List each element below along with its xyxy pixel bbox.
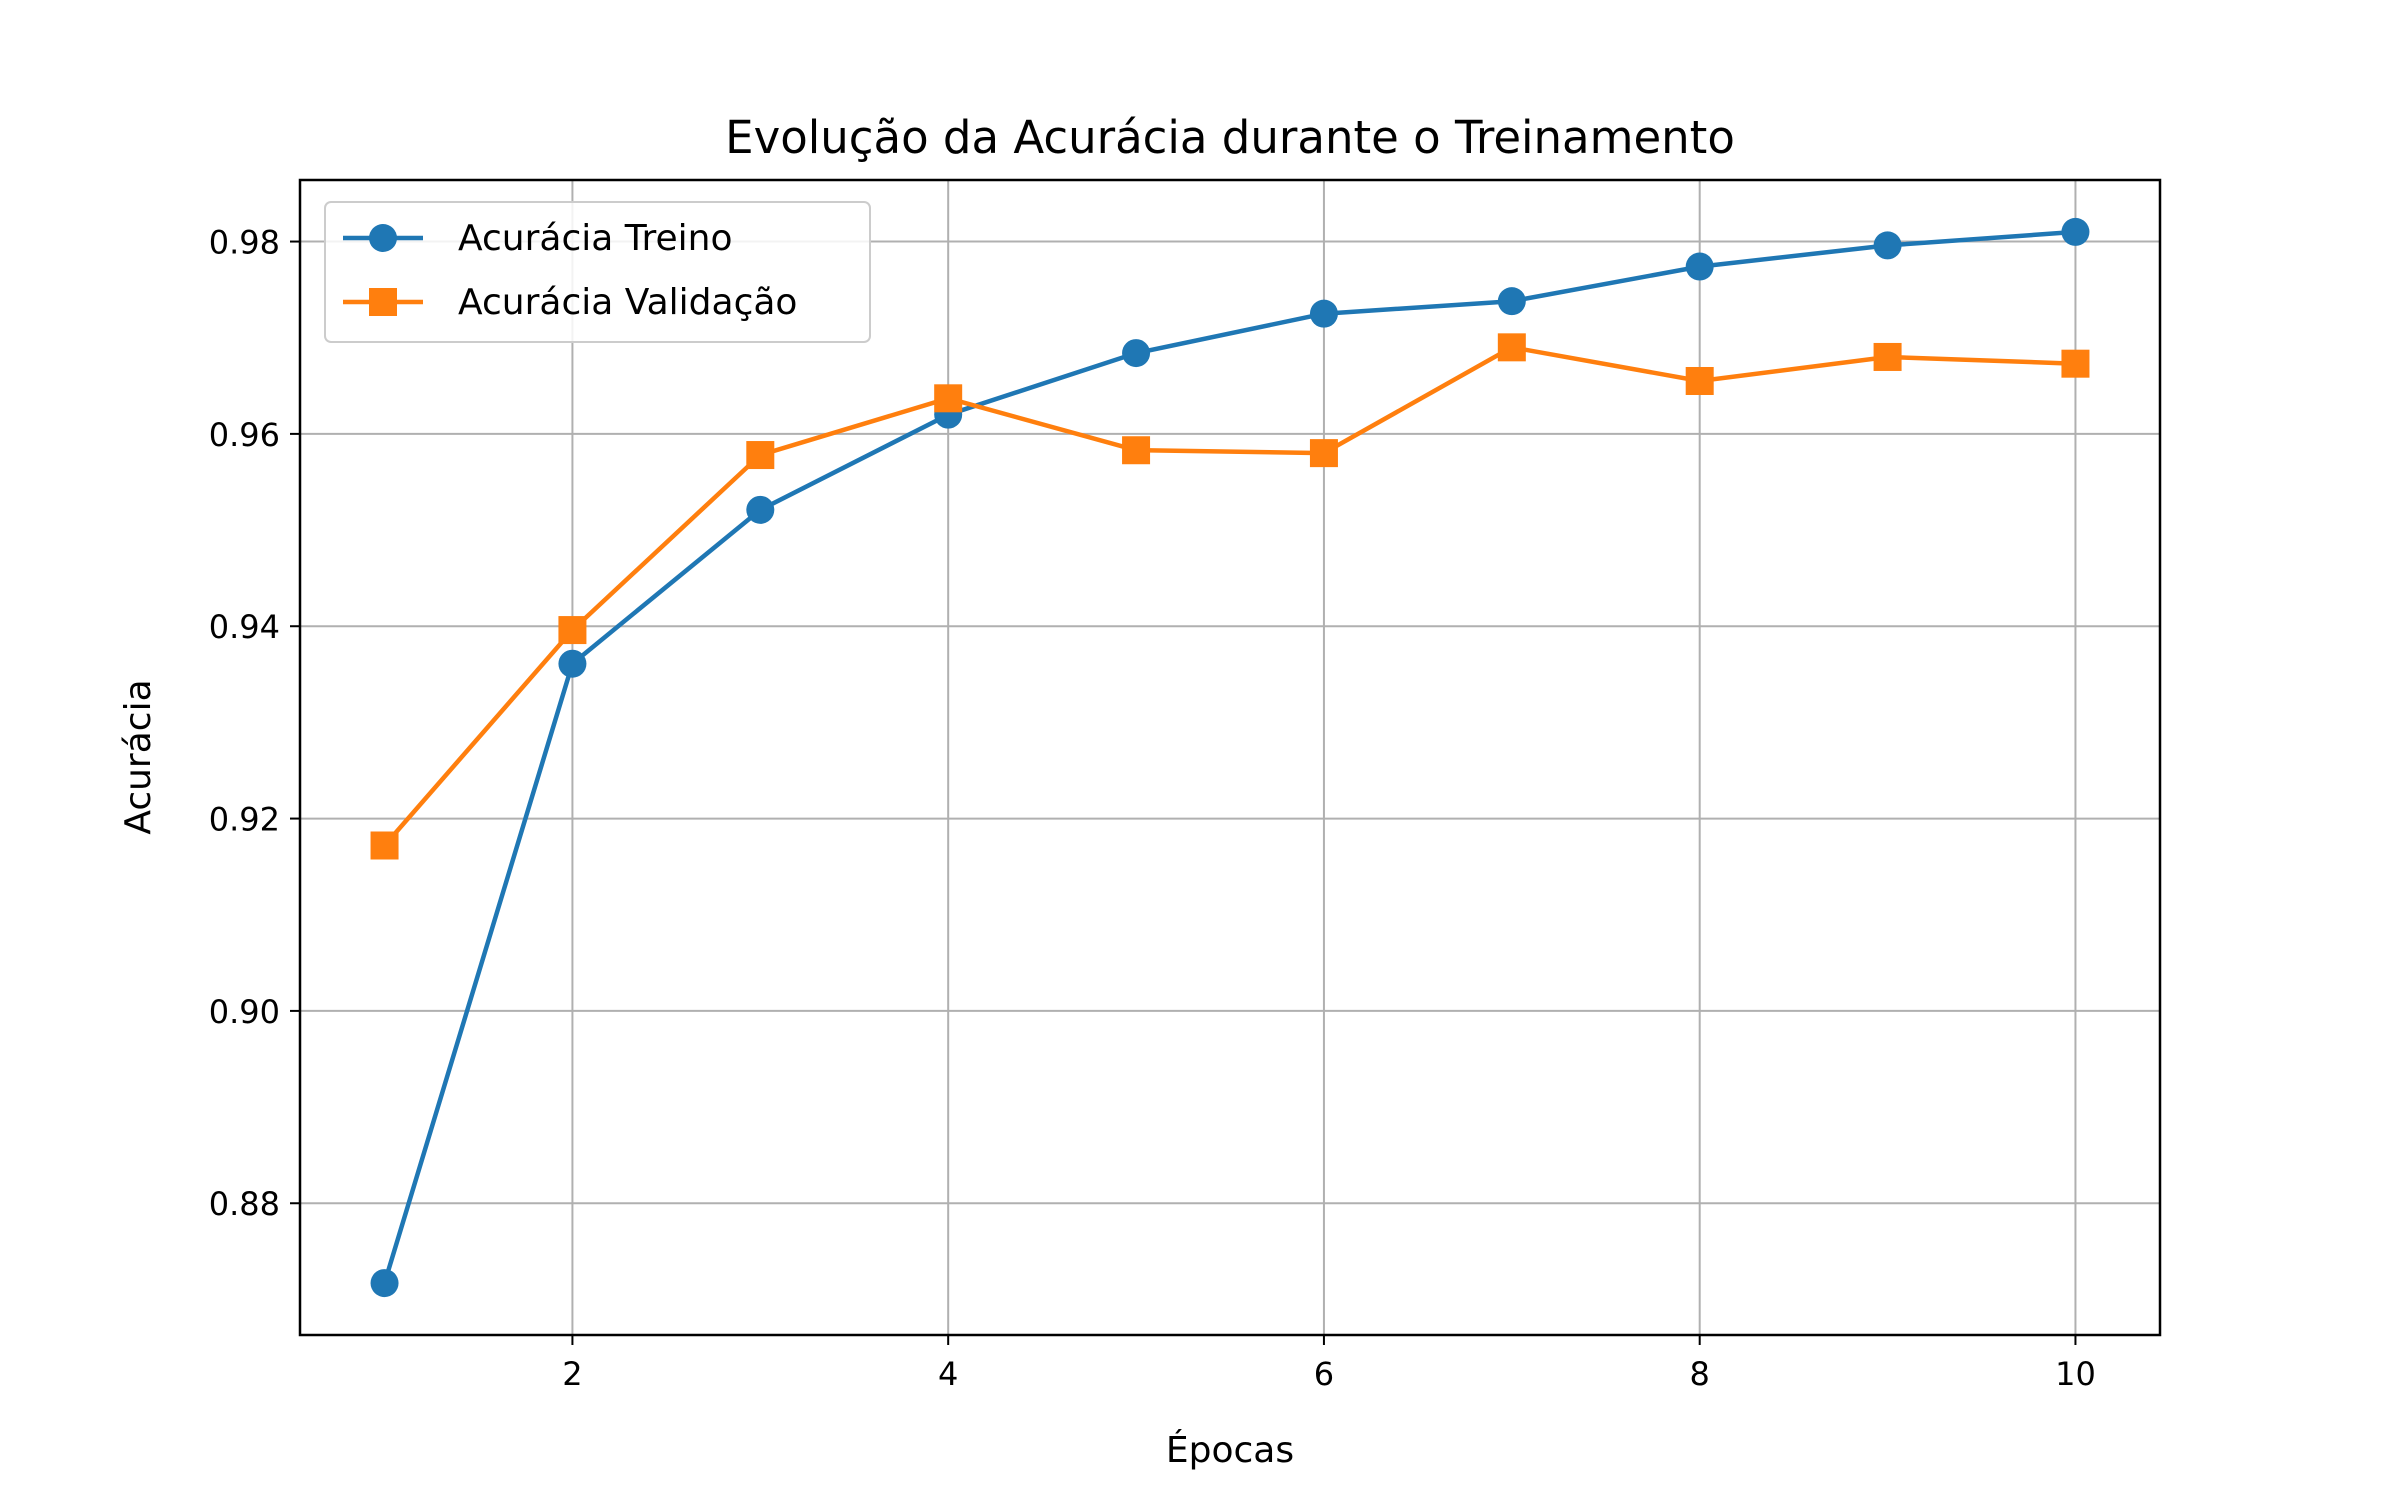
x-tick-label: 2 [562, 1355, 582, 1393]
data-point-square [2061, 349, 2090, 378]
data-point-square [1873, 342, 1902, 371]
legend-marker-square [369, 288, 397, 316]
y-tick-label: 0.88 [209, 1185, 280, 1223]
y-tick-label: 0.94 [209, 608, 280, 646]
chart-title: Evolução da Acurácia durante o Treinamen… [725, 111, 1735, 164]
data-point-circle [1309, 299, 1338, 328]
data-point-circle [1497, 287, 1526, 316]
legend-marker-circle [369, 224, 397, 252]
series-layer [370, 217, 2090, 1298]
x-tick-label: 8 [1690, 1355, 1710, 1393]
grid [300, 180, 2160, 1335]
series-line [382, 345, 2076, 847]
data-point-circle [1873, 231, 1902, 260]
series-1 [370, 217, 2090, 1298]
legend-label: Acurácia Validação [458, 282, 797, 323]
data-point-circle [746, 495, 775, 524]
y-tick-label: 0.96 [209, 416, 280, 454]
series-line [382, 229, 2076, 1284]
legend-label: Acurácia Treino [458, 218, 732, 259]
data-point-square [1122, 436, 1151, 465]
plot-frame [298, 178, 2162, 1337]
data-point-circle [370, 1269, 399, 1298]
data-point-circle [2061, 217, 2090, 246]
x-tick-label: 6 [1314, 1355, 1334, 1393]
y-tick-label: 0.92 [209, 801, 280, 839]
ticks: 2 4 6 8 10 0.88 0.90 0.92 0.94 0.96 0.98 [209, 224, 2096, 1393]
series-2 [370, 333, 2090, 860]
x-axis-title: Épocas [1166, 1429, 1294, 1471]
data-point-square [1497, 333, 1526, 362]
data-point-square [558, 616, 587, 645]
x-tick-label: 10 [2055, 1355, 2096, 1393]
data-point-square [1685, 366, 1714, 395]
data-point-circle [558, 649, 587, 678]
legend-box [324, 201, 871, 343]
y-axis-title: Acurácia [118, 679, 159, 834]
data-point-square [1309, 439, 1338, 468]
data-point-square [934, 384, 963, 413]
data-point-square [746, 441, 775, 470]
y-tick-label: 0.98 [209, 224, 280, 262]
y-tick-label: 0.90 [209, 993, 280, 1031]
data-point-circle [1685, 252, 1714, 281]
x-tick-label: 4 [938, 1355, 958, 1393]
data-point-circle [1122, 339, 1151, 368]
legend: Acurácia Treino Acurácia Validação [324, 201, 871, 343]
data-point-square [370, 831, 399, 860]
